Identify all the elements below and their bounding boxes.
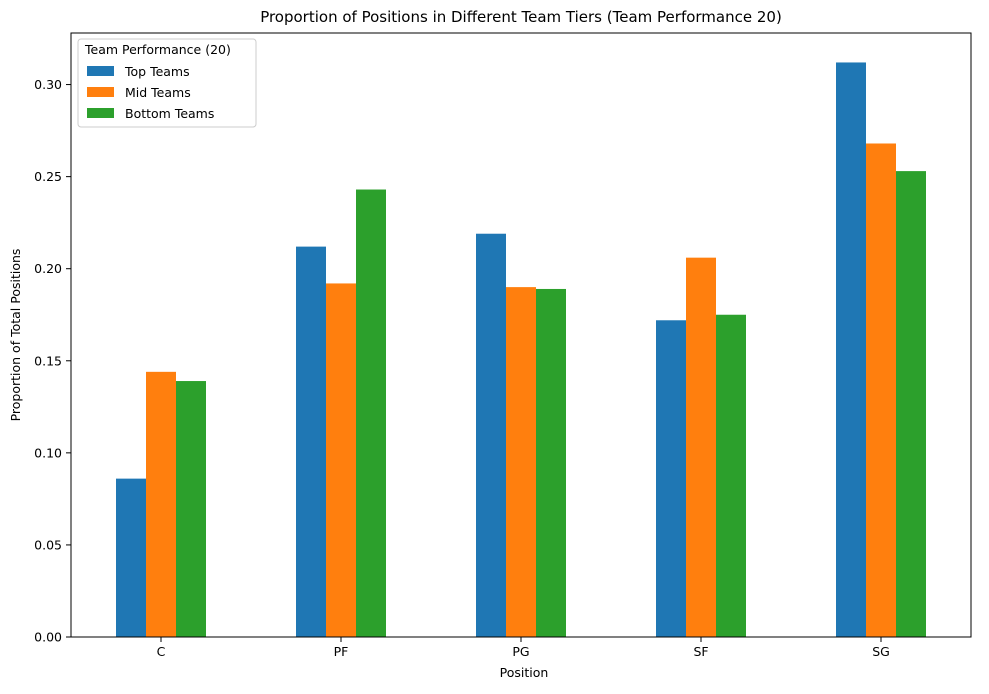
legend-swatch-1 — [87, 66, 114, 76]
bar-sf-series-1 — [656, 320, 686, 637]
y-tick-label: 0.20 — [34, 261, 62, 276]
x-tick-label: PF — [334, 644, 349, 659]
bar-c-series-2 — [146, 371, 176, 637]
x-tick-label: C — [157, 644, 166, 659]
bar-sf-series-2 — [686, 257, 716, 637]
legend-box — [77, 38, 257, 128]
bar-pg-series-2 — [506, 287, 536, 637]
y-tick-label: 0.05 — [34, 537, 62, 552]
bar-sg-series-2 — [866, 143, 896, 638]
x-axis-label: Position — [500, 665, 549, 680]
legend-swatch-2 — [87, 87, 114, 97]
bar-pg-series-1 — [476, 233, 506, 637]
bar-sg-series-3 — [896, 171, 926, 638]
x-tick-label: SG — [872, 644, 890, 659]
x-tick-label: SF — [693, 644, 708, 659]
bar-pf-series-2 — [326, 283, 356, 637]
bar-pg-series-3 — [536, 288, 566, 637]
y-axis: 0.00 0.05 0.10 0.15 0.20 0.25 0.30 — [34, 77, 71, 645]
bar-c-series-3 — [176, 381, 206, 637]
legend-label-3: Bottom Teams — [125, 106, 214, 121]
x-tick-label: PG — [512, 644, 529, 659]
bar-sf-series-3 — [716, 314, 746, 637]
legend-title: Team Performance (20) — [84, 42, 231, 57]
y-tick-label: 0.15 — [34, 353, 62, 368]
y-tick-label: 0.00 — [34, 630, 62, 645]
x-axis: C PF PG SF SG — [157, 637, 890, 659]
y-tick-label: 0.25 — [34, 169, 62, 184]
bar-pf-series-1 — [296, 246, 326, 638]
bar-c-series-1 — [116, 478, 146, 637]
legend: Team Performance (20) Top Teams Mid Teams B… — [77, 38, 257, 128]
legend-label-1: Top Teams — [124, 64, 190, 79]
legend-swatch-3 — [87, 108, 114, 118]
legend-label-2: Mid Teams — [125, 85, 191, 100]
y-tick-label: 0.10 — [34, 445, 62, 460]
bar-sg-series-1 — [836, 62, 866, 637]
bar-pf-series-3 — [356, 189, 386, 637]
plot-frame — [70, 32, 972, 638]
y-tick-label: 0.30 — [34, 77, 62, 92]
chart-title: Proportion of Positions in Different Tea… — [260, 8, 782, 26]
y-axis-label: Proportion of Total Positions — [8, 249, 23, 422]
bars-group — [116, 62, 926, 638]
